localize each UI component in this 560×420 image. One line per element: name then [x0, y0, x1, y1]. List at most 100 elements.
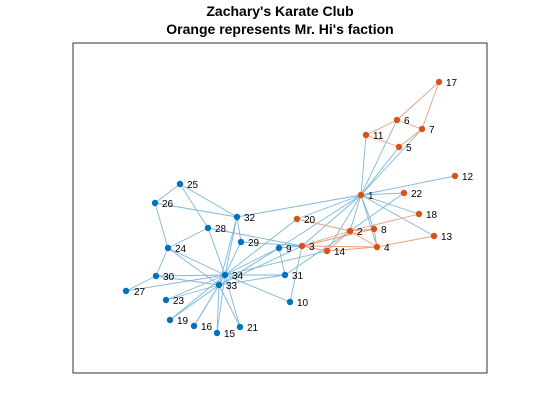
edge-1-20	[296, 194, 362, 220]
node-19	[166, 316, 174, 324]
node-31	[281, 271, 289, 279]
edge-19-33	[169, 284, 220, 321]
node-label-29: 29	[248, 238, 260, 249]
edge-4-13	[376, 235, 435, 248]
edge-28-34	[207, 227, 226, 276]
edge-32-33	[218, 216, 238, 286]
edge-2-8	[349, 228, 375, 232]
node-label-2: 2	[357, 227, 363, 238]
node-label-11: 11	[373, 131, 384, 142]
edge-27-34	[125, 274, 226, 292]
node-21	[236, 323, 244, 331]
edge-2-20	[296, 218, 351, 232]
edge-10-34	[224, 274, 291, 303]
node-13	[430, 232, 438, 240]
edge-2-3	[301, 230, 351, 247]
node-11	[362, 131, 370, 139]
node-29	[237, 238, 245, 246]
node-label-23: 23	[173, 296, 185, 307]
node-label-17: 17	[446, 78, 458, 89]
edge-25-26	[154, 183, 181, 204]
node-34	[221, 271, 229, 279]
edge-24-33	[167, 247, 220, 286]
edge-31-33	[218, 274, 286, 286]
edge-1-22	[360, 192, 405, 196]
edge-27-30	[125, 275, 157, 292]
node-label-1: 1	[368, 191, 374, 202]
edge-3-10	[289, 245, 303, 303]
node-label-3: 3	[309, 242, 315, 253]
edge-30-34	[155, 274, 226, 277]
node-8	[370, 225, 378, 233]
edge-1-4	[360, 194, 378, 248]
node-1	[357, 191, 365, 199]
node-12	[451, 172, 459, 180]
node-label-10: 10	[297, 298, 309, 309]
edge-1-9	[278, 194, 362, 249]
node-6	[393, 116, 401, 124]
node-layer: 123 4567891011121314151617181920212223242…	[122, 78, 474, 340]
node-label-25: 25	[187, 180, 199, 191]
edge-29-32	[236, 216, 242, 243]
node-16	[190, 322, 198, 330]
node-15	[213, 329, 221, 337]
node-22	[400, 189, 408, 197]
node-33	[215, 281, 223, 289]
edge-1-32	[236, 194, 362, 218]
node-label-6: 6	[404, 116, 410, 127]
node-label-33: 33	[226, 281, 238, 292]
node-label-27: 27	[134, 287, 146, 298]
node-7	[418, 125, 426, 133]
edge-9-33	[218, 247, 280, 286]
edge-3-9	[278, 245, 303, 249]
edge-20-34	[224, 218, 298, 276]
node-label-22: 22	[411, 189, 423, 200]
node-27	[122, 287, 130, 295]
edge-3-28	[207, 227, 303, 247]
node-label-5: 5	[406, 143, 412, 154]
node-30	[152, 272, 160, 280]
edge-1-13	[360, 194, 435, 237]
edge-3-29	[240, 241, 303, 247]
node-label-9: 9	[286, 244, 292, 255]
node-25	[176, 180, 184, 188]
node-4	[373, 243, 381, 251]
edge-1-3	[301, 194, 362, 247]
chart-title: Zachary's Karate Club	[206, 3, 354, 19]
node-24	[164, 244, 172, 252]
edge-5-11	[365, 134, 400, 148]
node-label-7: 7	[429, 125, 435, 136]
edge-21-33	[218, 284, 241, 328]
edge-24-28	[167, 227, 209, 249]
node-26	[151, 199, 159, 207]
node-label-13: 13	[441, 232, 453, 243]
edge-4-14	[326, 246, 378, 252]
node-label-20: 20	[304, 215, 316, 226]
node-label-28: 28	[215, 224, 227, 235]
node-label-24: 24	[175, 244, 187, 255]
edge-15-33	[216, 284, 220, 334]
edge-14-34	[224, 250, 328, 276]
node-label-21: 21	[247, 323, 259, 334]
node-3	[298, 242, 306, 250]
edge-1-11	[360, 134, 367, 196]
node-label-30: 30	[163, 272, 175, 283]
edge-1-14	[326, 194, 362, 252]
edge-24-30	[155, 247, 169, 277]
node-20	[293, 215, 301, 223]
edge-1-5	[360, 146, 400, 196]
node-9	[275, 244, 283, 252]
node-label-18: 18	[426, 210, 438, 221]
node-2	[346, 227, 354, 235]
node-label-14: 14	[334, 247, 346, 258]
edge-24-26	[154, 202, 169, 249]
edge-2-18	[349, 213, 420, 232]
node-label-19: 19	[177, 316, 189, 327]
node-5	[395, 143, 403, 151]
edge-3-14	[301, 245, 328, 252]
node-label-26: 26	[162, 199, 174, 210]
edge-1-12	[360, 175, 456, 196]
node-10	[286, 298, 294, 306]
